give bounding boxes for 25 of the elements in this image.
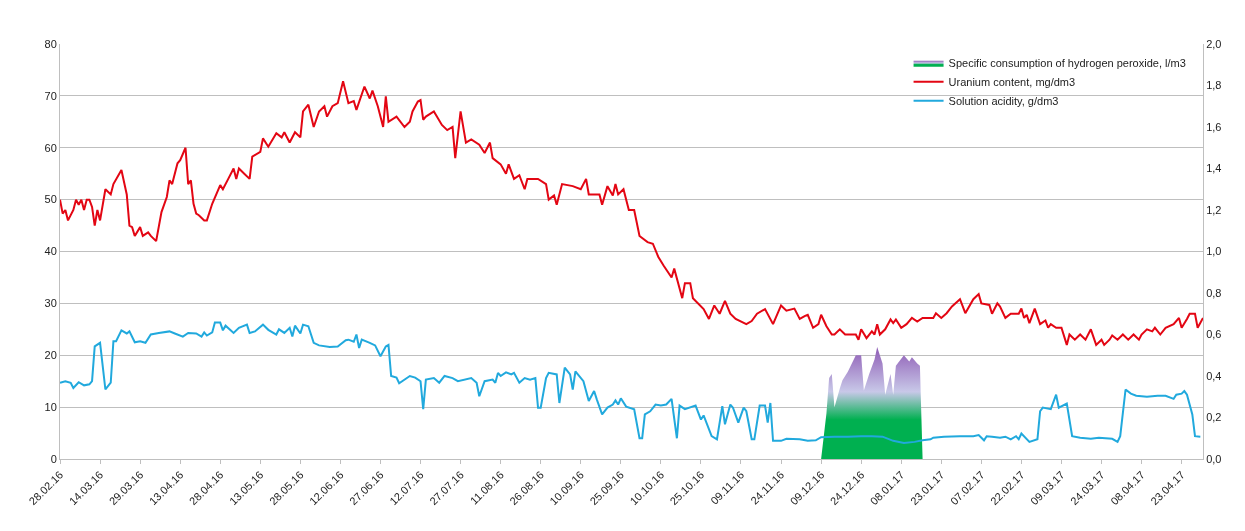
y-tick-label: 80 (44, 37, 57, 50)
legend-label: Solution acidity, g/dm3 (948, 94, 1059, 107)
line-series (60, 80, 1203, 346)
y-tick-label: 30 (44, 297, 57, 310)
y-tick-label: 10 (44, 400, 57, 413)
y2-tick-label: 2,0 (1206, 37, 1222, 50)
legend-label: Specific consumption of hydrogen peroxide, l/m3 (948, 56, 1186, 69)
y-tick-label: 20 (44, 349, 57, 362)
y2-tick-label: 1,8 (1206, 79, 1222, 92)
y2-tick-label: 1,2 (1206, 203, 1222, 216)
y-tick-label: 0 (50, 452, 57, 465)
line-series (60, 321, 1202, 444)
y-tick-label: 40 (44, 245, 57, 258)
y-tick-label: 60 (44, 141, 57, 154)
y2-tick-label: 0,2 (1206, 411, 1222, 424)
y2-tick-label: 0,4 (1206, 369, 1222, 382)
y-tick-label: 50 (44, 193, 57, 206)
y-tick-label: 70 (44, 89, 57, 102)
y2-tick-label: 1,6 (1206, 120, 1222, 133)
legend-label: Uranium content, mg/dm3 (948, 75, 1076, 88)
y2-tick-label: 0,0 (1206, 452, 1222, 465)
y2-tick-label: 1,4 (1206, 162, 1222, 175)
y2-tick-label: 0,8 (1206, 286, 1222, 299)
y2-tick-label: 1,0 (1206, 245, 1222, 258)
y2-tick-label: 0,6 (1206, 328, 1222, 341)
